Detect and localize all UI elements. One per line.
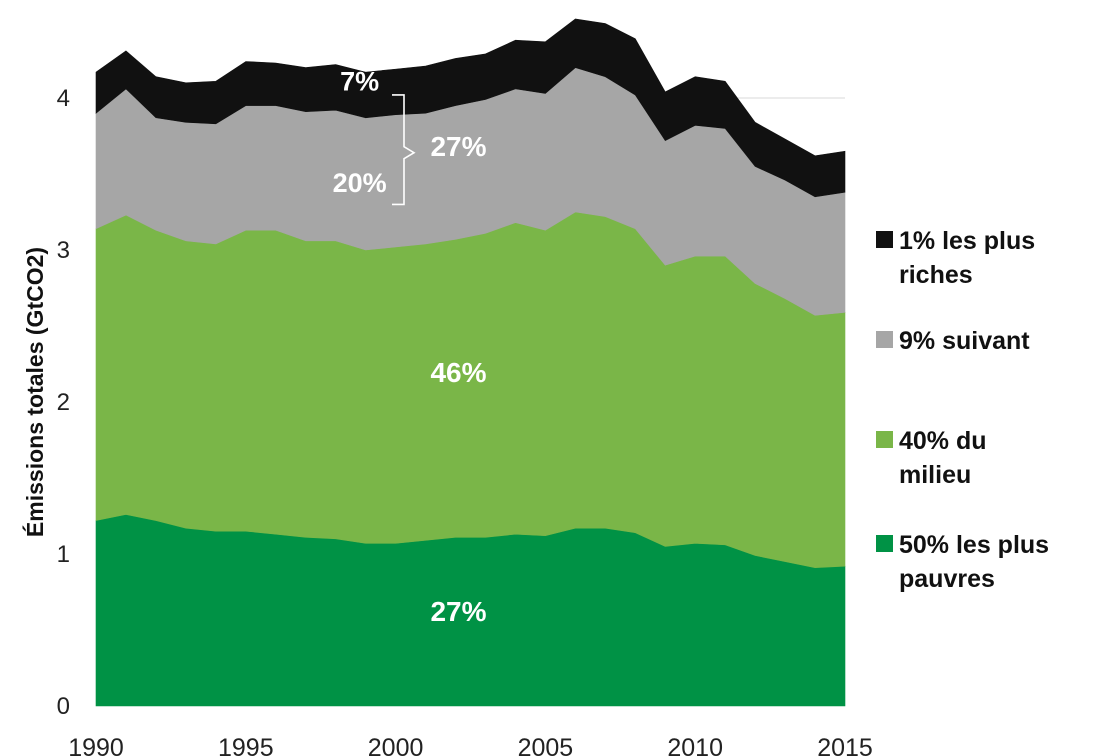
y-tick-label-3: 3 — [57, 237, 70, 264]
x-tick-label-2000: 2000 — [368, 734, 424, 756]
legend: 1% les plus riches 9% suivant 40% du milieu 5… — [876, 227, 1049, 593]
y-tick-label-2: 2 — [57, 389, 70, 416]
legend-swatch-0 — [876, 231, 893, 248]
annotation-label-0: 7% — [340, 66, 379, 96]
bracket-line — [392, 94, 416, 206]
legend-swatch-3 — [876, 535, 893, 552]
annotation-label-3: 46% — [430, 357, 486, 388]
x-tick-label-1990: 1990 — [68, 734, 124, 756]
annotation-label-4: 27% — [430, 596, 486, 627]
y-axis-title: Émissions totales (GtCO2) — [21, 247, 48, 537]
x-tick-label-2005: 2005 — [518, 734, 574, 756]
legend-label-0-line-0: 1% les plus — [899, 227, 1035, 255]
x-tick-label-2010: 2010 — [667, 734, 723, 756]
annotations: 7% 27% 20% 46% 27% — [333, 66, 487, 626]
bracket-annotation — [392, 94, 416, 206]
legend-label-0-line-1: riches — [899, 261, 973, 289]
area-series-3 — [95, 18, 846, 198]
area-series-group — [95, 18, 846, 707]
axes: 0 1 2 3 4 1990 1995 2000 2005 2010 2015 — [57, 85, 873, 756]
legend-swatch-1 — [876, 331, 893, 348]
legend-label-3-line-0: 50% les plus — [899, 531, 1049, 559]
y-tick-label-4: 4 — [57, 85, 70, 112]
legend-swatch-2 — [876, 431, 893, 448]
legend-label-3-line-1: pauvres — [899, 565, 995, 593]
legend-label-2-line-0: 40% du — [899, 427, 987, 455]
y-tick-label-1: 1 — [57, 541, 70, 568]
y-tick-label-0: 0 — [57, 693, 70, 720]
legend-label-2-line-1: milieu — [899, 461, 971, 489]
area-series-1 — [95, 211, 846, 568]
x-tick-label-1995: 1995 — [218, 734, 274, 756]
x-tick-label-2015: 2015 — [817, 734, 873, 756]
annotation-label-1: 27% — [430, 131, 486, 162]
legend-label-1-line-0: 9% suivant — [899, 327, 1030, 355]
annotation-label-2: 20% — [333, 168, 387, 198]
